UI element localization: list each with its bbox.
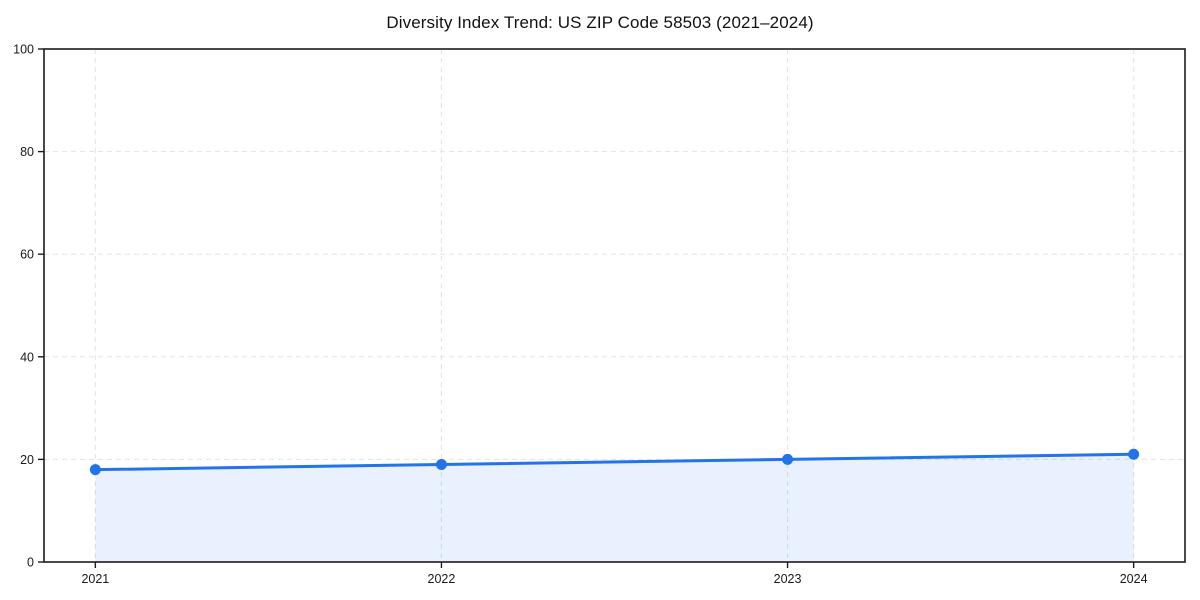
y-axis-tick-label: 100	[13, 43, 34, 57]
plot-border	[43, 48, 1186, 563]
chart-title: Diversity Index Trend: US ZIP Code 58503…	[386, 13, 814, 32]
y-axis-tick-label: 20	[20, 453, 34, 467]
data-point-marker	[435, 459, 447, 471]
x-axis-tick-label: 2021	[81, 572, 109, 586]
data-point-marker	[782, 453, 794, 465]
y-axis-tick-label: 80	[20, 145, 34, 159]
data-point-marker	[1128, 448, 1140, 460]
x-axis-tick-label: 2023	[774, 572, 802, 586]
area-fill	[95, 454, 1134, 562]
x-axis-tick-label: 2022	[428, 572, 456, 586]
y-axis-tick-label: 60	[20, 248, 34, 262]
y-axis-tick-label: 0	[27, 556, 34, 570]
y-axis-tick-label: 40	[20, 350, 34, 364]
data-point-marker	[89, 464, 101, 476]
trend-line	[93, 452, 1136, 472]
x-axis-tick-label: 2024	[1120, 572, 1148, 586]
